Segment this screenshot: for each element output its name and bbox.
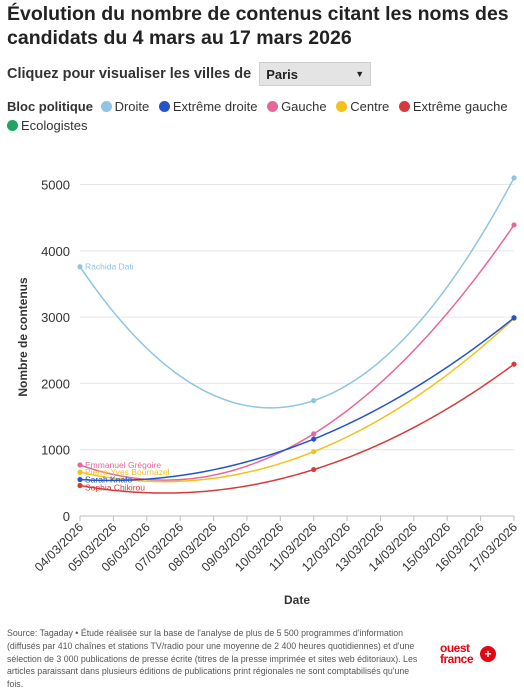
legend: Bloc politique Droite Extrême droite Gau… — [7, 97, 517, 135]
legend-item-label: Extrême gauche — [412, 99, 508, 114]
data-point[interactable] — [511, 361, 517, 367]
legend-title: Bloc politique — [7, 99, 93, 114]
series-line — [79, 177, 515, 409]
series-label: Sarah Knafo — [85, 475, 133, 485]
city-dropdown[interactable]: Paris ▼ — [259, 62, 372, 86]
series-label: Emmanuel Grégoire — [85, 460, 161, 470]
series-line — [79, 224, 515, 481]
data-point[interactable] — [511, 175, 517, 181]
data-point[interactable] — [77, 469, 83, 475]
series-line — [79, 363, 515, 494]
legend-swatch-icon — [398, 101, 410, 112]
y-axis-label: Nombre de contenus — [16, 277, 30, 397]
x-axis-ticks: 04/03/202605/03/202606/03/202607/03/2026… — [32, 516, 520, 574]
data-point[interactable] — [77, 264, 83, 270]
chart-grid — [80, 184, 514, 517]
legend-swatch-icon — [267, 101, 279, 112]
legend-item-ecologistes[interactable]: Ecologistes — [7, 116, 87, 135]
legend-item-gauche[interactable]: Gauche — [267, 97, 327, 116]
y-tick-label: 0 — [63, 509, 70, 524]
logo-wordmark: ouest france — [440, 641, 474, 666]
data-point[interactable] — [511, 222, 517, 228]
city-dropdown-value: Paris — [266, 66, 298, 82]
legend-item-droite[interactable]: Droite — [100, 97, 150, 116]
series-label: Pierre-Yves Bournazel — [85, 467, 170, 477]
legend-item-label: Gauche — [281, 99, 327, 114]
legend-swatch-icon — [100, 101, 112, 112]
legend-item-extreme-droite[interactable]: Extrême droite — [158, 97, 258, 116]
y-tick-label: 3000 — [41, 310, 70, 325]
series-label: Rachida Dati — [85, 262, 134, 272]
series-line — [79, 317, 515, 482]
logo-badge-icon: + — [480, 646, 496, 662]
y-tick-label: 4000 — [41, 244, 70, 259]
y-tick-label: 2000 — [41, 376, 70, 391]
caret-down-icon: ▼ — [355, 69, 365, 79]
legend-item-extreme-gauche[interactable]: Extrême gauche — [398, 97, 508, 116]
series-label: Sophia Chikirou — [85, 483, 145, 493]
line-chart: 0 1000 2000 3000 4000 5000 04/03/202605/03/20… — [16, 175, 520, 607]
legend-item-centre[interactable]: Centre — [336, 97, 389, 116]
ouest-france-logo: ouest france + — [440, 641, 498, 669]
legend-swatch-icon — [158, 101, 170, 112]
data-point[interactable] — [311, 431, 317, 437]
series-line — [79, 317, 515, 483]
data-point[interactable] — [311, 449, 317, 455]
y-axis-ticks: 0 1000 2000 3000 4000 5000 — [41, 178, 70, 524]
data-point[interactable] — [77, 482, 83, 489]
data-point[interactable] — [311, 398, 317, 404]
y-tick-label: 5000 — [41, 178, 70, 193]
logo-line-1: ouest — [440, 641, 470, 655]
legend-item-label: Centre — [350, 99, 390, 114]
source-note: Source: Tagaday • Étude réalisée sur la … — [7, 628, 418, 690]
city-selector-label: Cliquez pour visualiser les villes de — [7, 66, 252, 82]
y-tick-label: 1000 — [41, 443, 70, 458]
legend-item-label: Ecologistes — [21, 118, 88, 133]
legend-swatch-icon — [7, 120, 18, 131]
legend-swatch-icon — [336, 101, 348, 112]
legend-item-label: Droite — [114, 99, 150, 114]
x-axis-label: Date — [284, 593, 310, 607]
data-point[interactable] — [77, 462, 83, 468]
legend-item-label: Extrême droite — [172, 99, 258, 114]
logo-line-2: france — [440, 652, 474, 666]
data-point[interactable] — [511, 315, 517, 321]
data-point[interactable] — [311, 436, 317, 442]
chart-title: Évolution du nombre de contenus citant l… — [7, 3, 509, 49]
data-point[interactable] — [77, 476, 83, 483]
data-point[interactable] — [311, 466, 317, 473]
city-selector-row: Cliquez pour visualiser les villes de Pa… — [7, 62, 372, 86]
chart-series: Rachida Dati Emmanuel GrégoirePierre-Yves… — [77, 175, 517, 494]
